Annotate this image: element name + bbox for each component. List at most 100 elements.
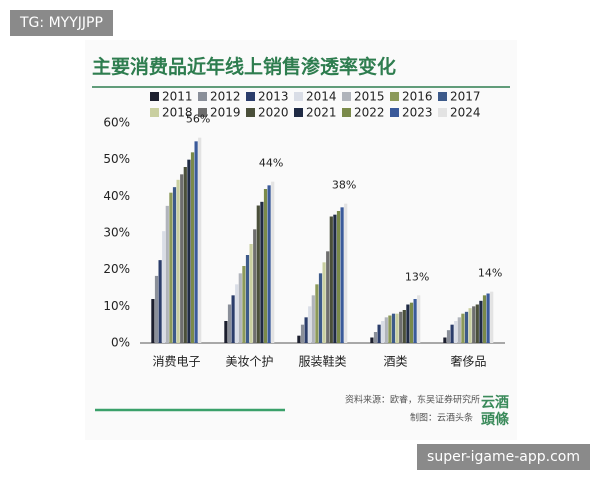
x-tick-label: 服装鞋类 xyxy=(298,354,346,369)
logo-line: 頭條 xyxy=(481,411,510,428)
bar xyxy=(162,231,166,343)
x-tick-label: 美妆个护 xyxy=(225,355,273,369)
bar xyxy=(336,211,341,343)
legend-swatch xyxy=(198,92,207,101)
bar xyxy=(172,187,177,343)
legend-swatch xyxy=(342,108,351,117)
bar xyxy=(224,321,228,343)
bar xyxy=(322,262,326,343)
bar xyxy=(151,299,155,343)
bar xyxy=(326,251,330,343)
bar xyxy=(417,295,421,343)
legend-swatch xyxy=(246,108,255,117)
bar xyxy=(245,255,250,343)
legend-swatch xyxy=(150,108,159,117)
bar xyxy=(198,137,202,343)
x-tick-label: 酒类 xyxy=(383,355,407,369)
bar xyxy=(475,304,479,343)
y-tick-label: 50% xyxy=(103,152,130,166)
x-tick-label: 奢侈品 xyxy=(450,355,486,369)
bar xyxy=(391,313,396,343)
value-label: 44% xyxy=(259,157,283,170)
legend-label: 2011 xyxy=(162,90,193,104)
bar xyxy=(482,295,487,343)
legend-swatch xyxy=(198,108,207,117)
legend-label: 2021 xyxy=(306,106,337,120)
bar xyxy=(158,260,162,343)
bar xyxy=(263,189,268,343)
bar xyxy=(235,284,239,343)
legend-label: 2023 xyxy=(402,106,433,120)
bar xyxy=(311,295,315,343)
bar xyxy=(486,293,490,343)
bar xyxy=(399,311,403,343)
bar xyxy=(388,315,392,343)
legend-label: 2020 xyxy=(258,106,289,120)
bar xyxy=(395,313,399,343)
legend-label: 2024 xyxy=(450,106,481,120)
bar xyxy=(260,201,264,343)
legend-swatch xyxy=(438,108,447,117)
bar xyxy=(315,284,319,343)
bar xyxy=(194,141,198,343)
legend-swatch xyxy=(390,108,399,117)
bar xyxy=(304,317,308,343)
chart-title: 主要消费品近年线上销售渗透率变化 xyxy=(92,55,396,78)
legend-label: 2015 xyxy=(354,90,385,104)
bar xyxy=(176,179,180,343)
bar xyxy=(238,273,242,343)
legend-label: 2019 xyxy=(210,106,241,120)
bar xyxy=(227,304,232,343)
bar xyxy=(297,335,301,343)
x-tick-label: 消费电子 xyxy=(152,355,200,369)
bar xyxy=(377,324,381,343)
y-tick-label: 0% xyxy=(111,336,130,350)
chart-panel xyxy=(85,40,517,440)
bar xyxy=(187,159,191,343)
legend-label: 2014 xyxy=(306,90,337,104)
bar xyxy=(370,337,374,343)
bar xyxy=(183,167,187,343)
legend-swatch xyxy=(294,108,303,117)
legend-swatch xyxy=(246,92,255,101)
bar xyxy=(384,317,388,343)
bar xyxy=(490,291,494,343)
value-label: 38% xyxy=(332,179,356,192)
y-tick-label: 20% xyxy=(103,262,130,276)
y-tick-label: 30% xyxy=(103,226,130,240)
bar xyxy=(256,205,260,343)
bar xyxy=(479,300,483,343)
bar xyxy=(249,244,253,343)
legend-swatch xyxy=(294,92,303,101)
y-tick-label: 10% xyxy=(103,299,130,313)
bar xyxy=(318,273,323,343)
bar xyxy=(402,310,406,343)
y-tick-label: 40% xyxy=(103,189,130,203)
bar xyxy=(468,308,472,343)
legend-label: 2013 xyxy=(258,90,289,104)
bar xyxy=(344,203,348,343)
bar xyxy=(443,337,447,343)
top-tag: TG: MYYJJPP xyxy=(10,10,113,36)
bar xyxy=(169,192,173,343)
value-label: 13% xyxy=(405,270,429,283)
legend-swatch xyxy=(390,92,399,101)
bar xyxy=(406,304,410,343)
bar xyxy=(253,229,257,343)
source-note: 资料来源：欧睿，东吴证券研究所 xyxy=(345,394,480,406)
legend-swatch xyxy=(150,92,159,101)
bar xyxy=(242,266,246,343)
legend-label: 2016 xyxy=(402,90,433,104)
bar xyxy=(472,306,476,343)
logo-line: 云酒 xyxy=(481,395,509,411)
bar xyxy=(450,324,454,343)
legend-label: 2018 xyxy=(162,106,193,120)
bar xyxy=(154,275,159,343)
bar xyxy=(340,207,344,343)
y-tick-label: 60% xyxy=(103,116,130,130)
bar xyxy=(381,321,385,343)
bar xyxy=(464,311,469,343)
legend-label: 2012 xyxy=(210,90,241,104)
value-label: 56% xyxy=(186,113,210,126)
